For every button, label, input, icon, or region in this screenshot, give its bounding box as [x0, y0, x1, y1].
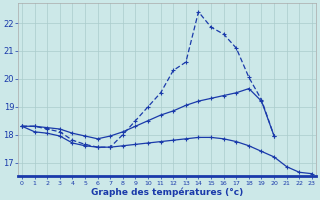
- X-axis label: Graphe des températures (°c): Graphe des températures (°c): [91, 187, 243, 197]
